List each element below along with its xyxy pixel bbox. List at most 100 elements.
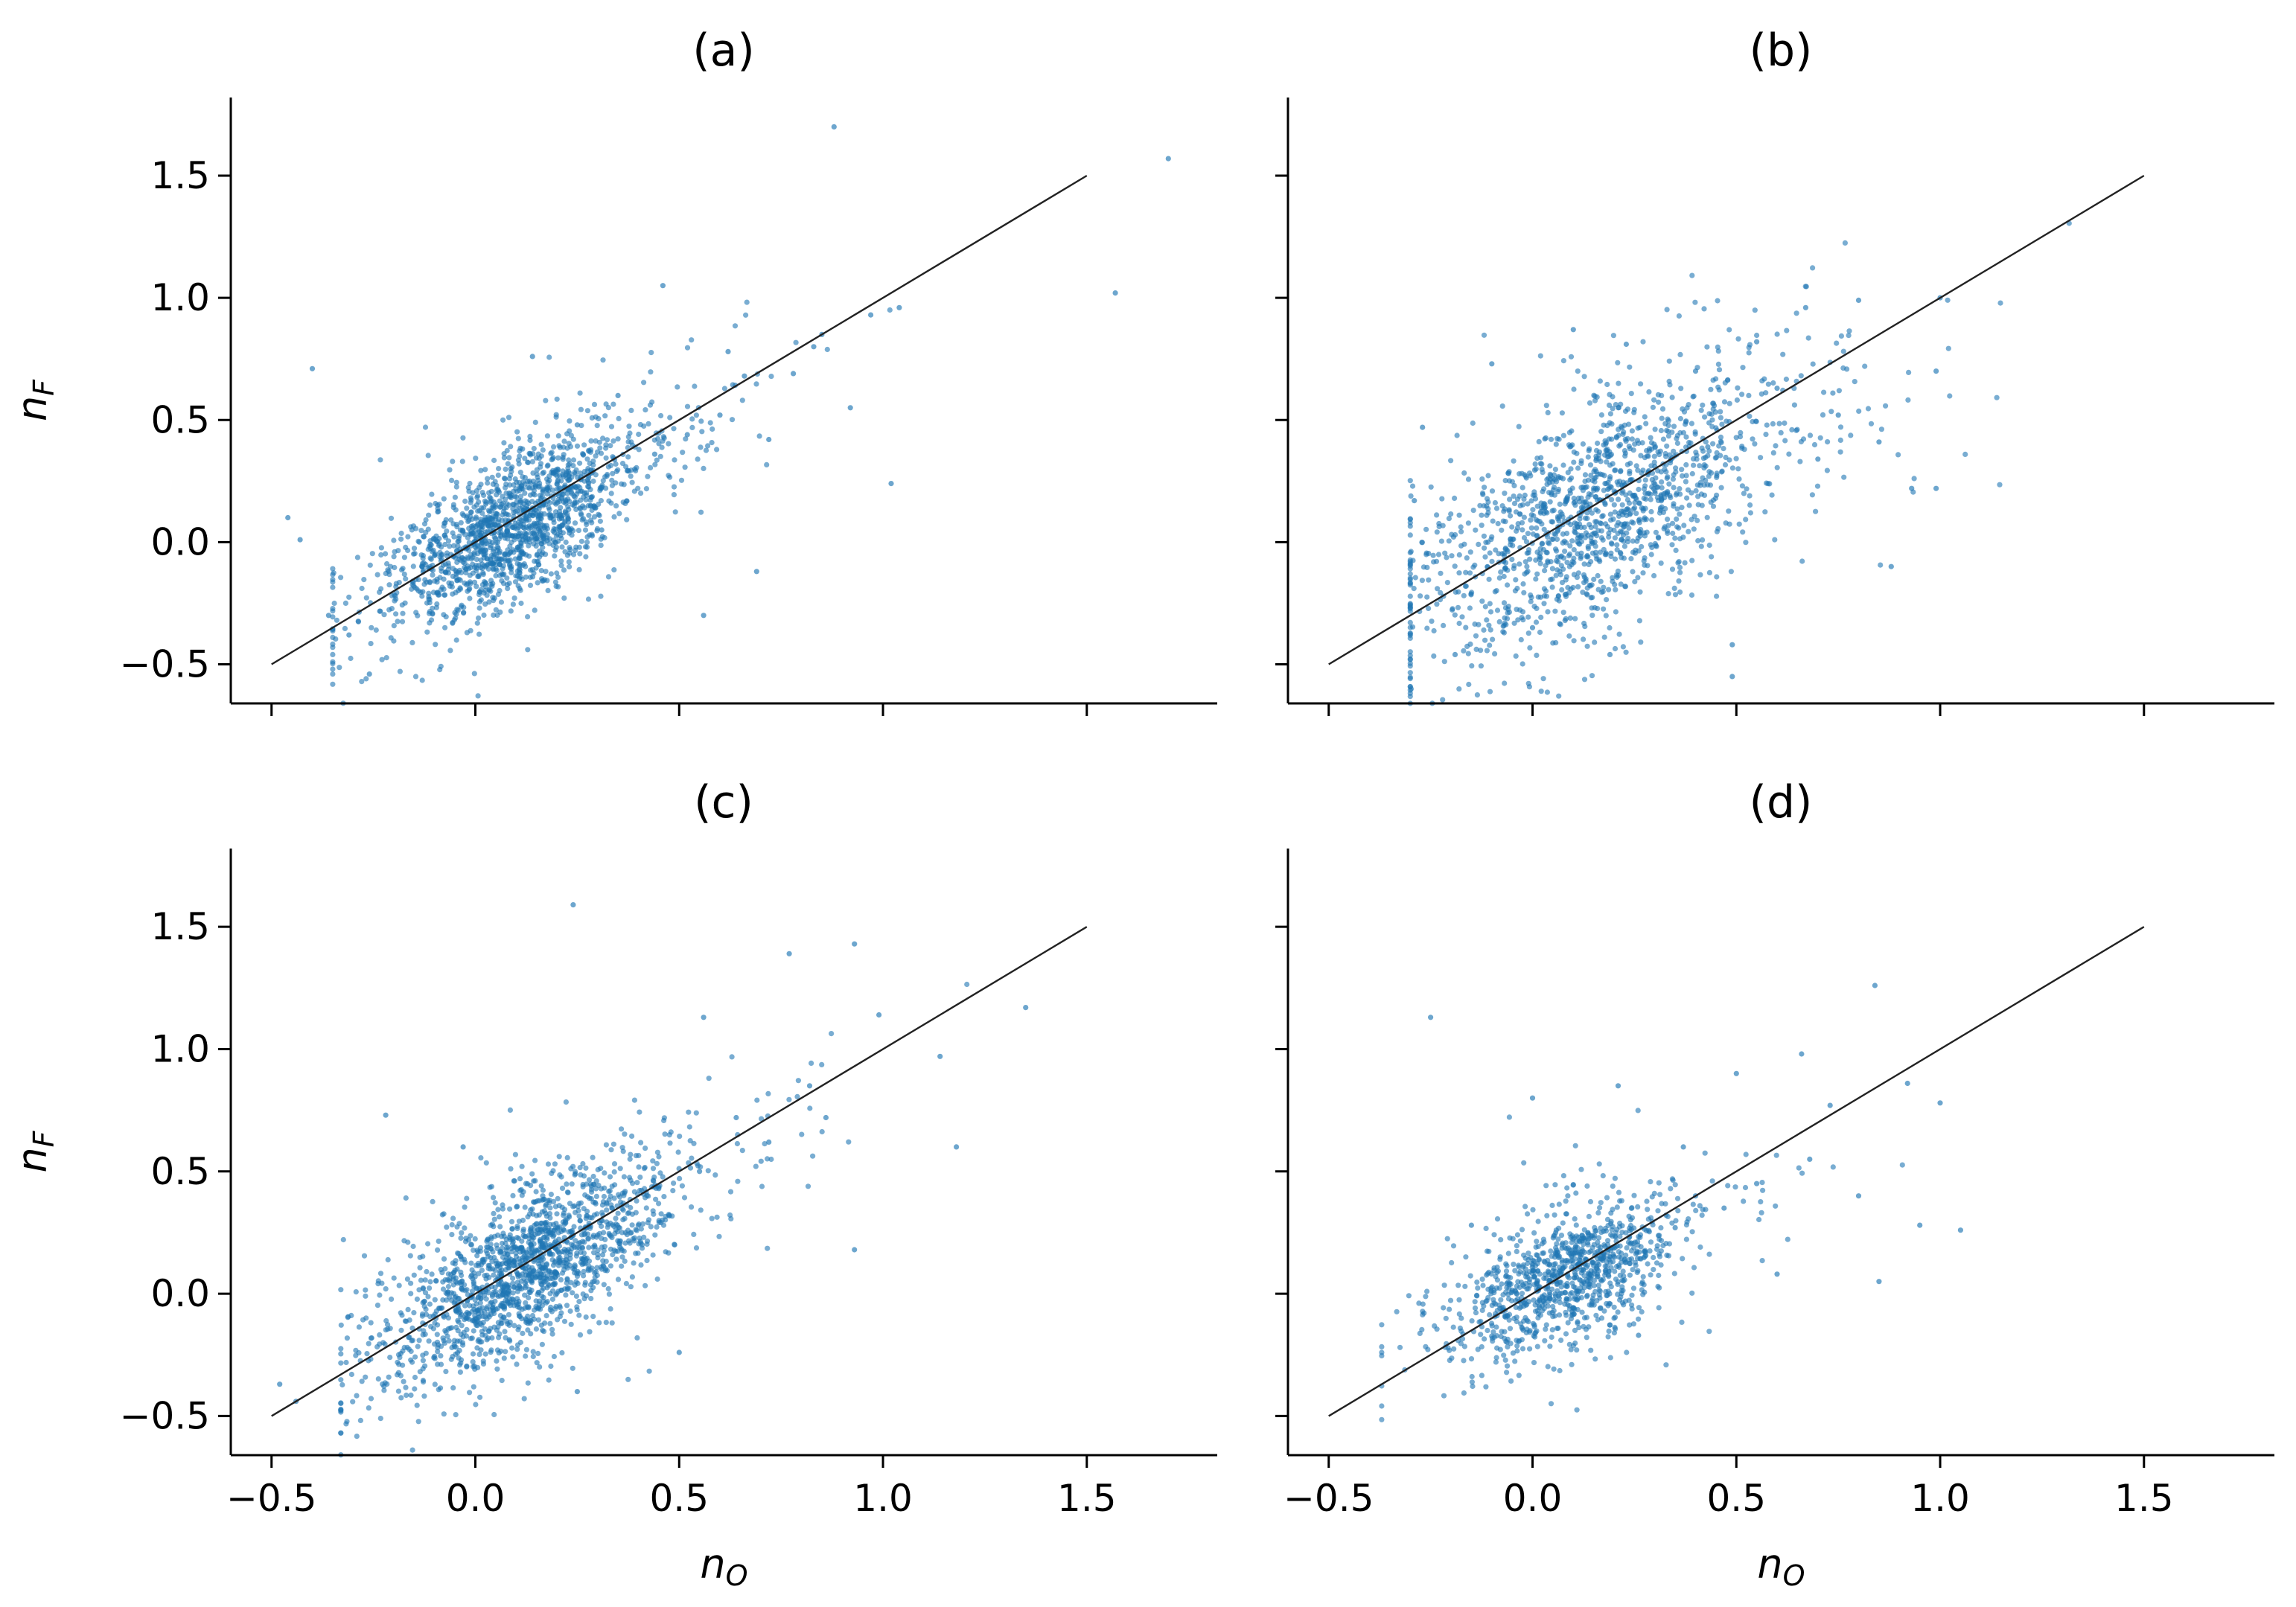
scatter-point [1673,547,1679,554]
scatter-point [556,516,562,522]
scatter-point [1784,328,1790,333]
scatter-point [534,520,540,526]
scatter-point [1565,584,1571,591]
scatter-point [483,499,489,505]
scatter-point [1407,660,1413,666]
scatter-point [653,1196,659,1202]
y-tick-label: 0.0 [150,1272,210,1315]
scatter-point [1517,511,1523,517]
scatter-point [555,574,561,581]
scatter-point [1575,584,1581,590]
scatter-point [671,1181,677,1186]
scatter-point [1655,392,1661,398]
scatter-point [705,443,711,449]
scatter-point [1513,577,1519,583]
scatter-point [511,1259,517,1265]
scatter-point [663,1249,669,1255]
scatter-point [455,1317,461,1323]
scatter-point [472,1236,478,1242]
scatter-point [1706,473,1712,479]
scatter-point [1593,447,1600,454]
scatter-point [511,1285,517,1291]
scatter-point [485,1253,491,1259]
scatter-point [1752,441,1758,447]
scatter-point [538,464,543,470]
scatter-point [457,1279,463,1285]
scatter-point [1431,627,1437,634]
scatter-point [502,551,508,557]
scatter-point [611,567,617,573]
scatter-point [463,569,469,576]
scatter-point [476,1294,482,1300]
scatter-point [493,502,499,508]
scatter-point [1566,590,1572,596]
scatter-point [488,1347,494,1353]
scatter-point [1713,376,1719,382]
scatter-point [1715,298,1721,304]
scatter-point [535,539,540,545]
scatter-point [1663,469,1669,475]
scatter-point [1677,589,1683,595]
scatter-point [513,1250,519,1256]
scatter-point [1528,517,1534,523]
scatter-point [693,1245,700,1251]
scatter-point [360,1317,366,1323]
scatter-point [1635,575,1641,581]
scatter-point [451,1269,457,1275]
scatter-point [510,1236,516,1242]
scatter-point [619,1263,625,1269]
scatter-point [602,1185,608,1191]
scatter-point [545,1198,551,1204]
scatter-point [1743,517,1749,523]
scatter-point [397,668,404,674]
scatter-point [1646,389,1652,395]
scatter-point [564,1248,570,1254]
scatter-point [1736,521,1742,527]
scatter-point [552,579,559,585]
scatter-point [536,456,543,461]
scatter-point [515,1326,521,1332]
scatter-point [478,558,484,563]
panel-b: (b) [1275,25,2274,716]
scatter-point [1683,421,1688,427]
scatter-point [514,429,520,435]
scatter-point [366,1405,371,1411]
scatter-point [1674,440,1680,447]
scatter-point [1504,547,1510,553]
scatter-point [1555,516,1561,522]
scatter-point [442,520,448,526]
scatter-point [1607,651,1613,658]
scatter-point [1461,592,1467,598]
scatter-point [1612,509,1618,515]
scatter-point [1651,397,1657,403]
scatter-point [636,447,642,453]
scatter-point [677,1175,683,1181]
scatter-point [514,1288,521,1294]
scatter-point [590,1154,596,1160]
scatter-point [634,1180,640,1186]
scatter-point [579,1245,586,1251]
scatter-point [1714,450,1720,456]
scatter-point [1638,381,1644,387]
scatter-point [399,602,405,608]
scatter-point [1626,421,1632,427]
scatter-point [468,1242,475,1247]
scatter-point [415,1344,421,1349]
scatter-point [491,552,497,558]
scatter-point [587,497,593,503]
scatter-point [476,1307,482,1313]
scatter-point [414,1296,421,1302]
scatter-point [389,1296,395,1302]
scatter-point [501,440,507,446]
scatter-point [1613,434,1619,440]
panel-title-b: (b) [1750,25,1813,77]
scatter-point [1642,455,1648,461]
scatter-point [1521,534,1528,541]
scatter-point [1621,538,1627,544]
scatter-point [1424,625,1430,631]
scatter-point [627,1156,633,1162]
scatter-point [686,1124,692,1130]
scatter-point [581,505,587,511]
scatter-point [1583,530,1589,536]
scatter-point [1608,484,1614,491]
